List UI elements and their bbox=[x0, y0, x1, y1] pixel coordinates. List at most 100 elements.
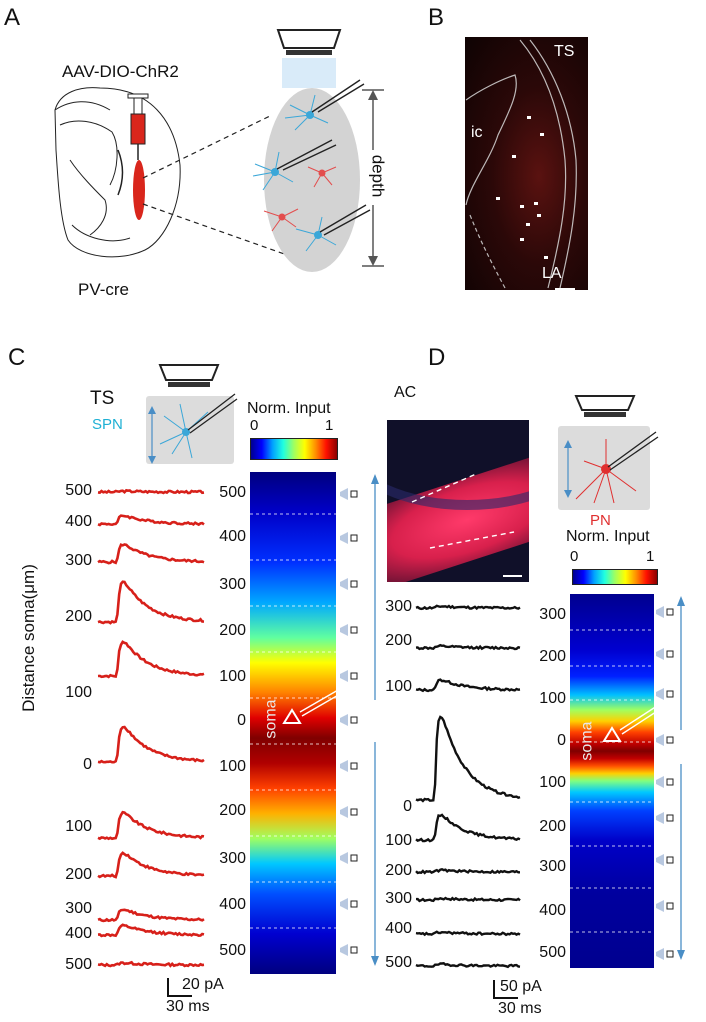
stim-marker-d bbox=[656, 734, 674, 746]
panel-b-overlay bbox=[465, 39, 577, 290]
stim-marker-d bbox=[656, 648, 674, 660]
stim-marker-c bbox=[340, 898, 358, 910]
scale-y-d: 50 pA bbox=[500, 978, 542, 995]
trace-label-c: 200 bbox=[65, 866, 92, 883]
trace-d-5 bbox=[415, 868, 520, 875]
cbar-max-d: 1 bbox=[646, 548, 655, 565]
map-tick-c: 500 bbox=[219, 942, 246, 959]
map-tick-c: 200 bbox=[219, 622, 246, 639]
trace-label-c: 200 bbox=[65, 608, 92, 625]
trace-d-3 bbox=[415, 715, 521, 803]
stim-marker-d bbox=[656, 776, 674, 788]
trace-c-9 bbox=[97, 923, 205, 938]
stim-marker-c bbox=[340, 714, 358, 726]
scan-arrow-d bbox=[677, 596, 685, 960]
trace-label-d: 200 bbox=[385, 862, 412, 879]
trace-label-d: 500 bbox=[385, 954, 412, 971]
scale-x-d: 30 ms bbox=[498, 1000, 542, 1017]
trace-d-4 bbox=[415, 813, 521, 843]
colorbar-c bbox=[250, 438, 338, 460]
trace-d-7 bbox=[415, 930, 521, 937]
cbar-max-c: 1 bbox=[325, 417, 334, 434]
cbar-min-d: 0 bbox=[570, 548, 579, 565]
trace-label-c: 100 bbox=[65, 684, 92, 701]
trace-label-d: 300 bbox=[385, 598, 412, 615]
map-tick-c: 0 bbox=[237, 712, 246, 729]
stim-marker-c bbox=[340, 806, 358, 818]
cbar-title-c: Norm. Input bbox=[247, 400, 331, 417]
ic-label: ic bbox=[471, 124, 483, 141]
trace-label-c: 500 bbox=[65, 956, 92, 973]
stim-marker-c bbox=[340, 670, 358, 682]
scalebar-c bbox=[167, 978, 192, 997]
map-tick-d: 500 bbox=[539, 944, 566, 961]
trace-label-d: 0 bbox=[403, 798, 412, 815]
trace-d-1 bbox=[415, 643, 521, 651]
stim-marker-c bbox=[340, 488, 358, 500]
trace-d-6 bbox=[416, 896, 521, 903]
histology-image-d bbox=[387, 420, 529, 582]
trace-label-c: 300 bbox=[65, 552, 92, 569]
stim-marker-d bbox=[656, 606, 674, 618]
soma-pipette-d bbox=[602, 703, 663, 742]
ts-label: TS bbox=[554, 43, 575, 60]
map-tick-d: 200 bbox=[539, 818, 566, 835]
region-ts-label: TS bbox=[90, 388, 115, 409]
trace-label-d: 100 bbox=[385, 832, 412, 849]
trace-d-8 bbox=[415, 962, 521, 969]
trace-c-8 bbox=[97, 908, 205, 923]
map-tick-d: 300 bbox=[539, 606, 566, 623]
colorbar-d bbox=[572, 569, 658, 585]
trace-label-d: 300 bbox=[385, 890, 412, 907]
map-tick-d: 200 bbox=[539, 648, 566, 665]
trace-c-0 bbox=[97, 488, 205, 495]
cbar-title-d: Norm. Input bbox=[566, 528, 650, 545]
soma-pipette-c bbox=[282, 685, 348, 724]
stim-marker-d bbox=[656, 854, 674, 866]
trace-label-d: 200 bbox=[385, 632, 412, 649]
map-tick-c: 300 bbox=[219, 850, 246, 867]
stim-marker-c bbox=[340, 852, 358, 864]
cbar-min-c: 0 bbox=[250, 417, 259, 434]
panel-letter-b: B bbox=[428, 4, 445, 31]
map-tick-c: 200 bbox=[219, 802, 246, 819]
stim-marker-d bbox=[656, 948, 674, 960]
map-tick-c: 400 bbox=[219, 896, 246, 913]
scan-arrow-c bbox=[371, 474, 379, 966]
panel-letter-d: D bbox=[428, 344, 446, 371]
mouse-line-label: PV-cre bbox=[78, 280, 130, 299]
trace-label-d: 400 bbox=[385, 920, 412, 937]
trace-c-10 bbox=[97, 960, 205, 968]
stim-marker-c bbox=[340, 578, 358, 590]
scalebar-d bbox=[493, 980, 518, 999]
scale-y-c: 20 pA bbox=[182, 976, 224, 993]
trace-c-1 bbox=[97, 514, 205, 527]
stim-marker-c bbox=[340, 532, 358, 544]
map-tick-c: 100 bbox=[219, 668, 246, 685]
trace-label-c: 400 bbox=[65, 513, 92, 530]
stim-marker-c bbox=[340, 624, 358, 636]
region-ac-label: AC bbox=[394, 384, 417, 401]
trace-c-4 bbox=[97, 640, 205, 679]
spn-schematic bbox=[146, 364, 238, 464]
pn-schematic bbox=[558, 395, 659, 510]
map-tick-c: 400 bbox=[219, 528, 246, 545]
cell-spn-label: SPN bbox=[92, 416, 123, 433]
la-label: LA bbox=[542, 265, 562, 282]
trace-d-0 bbox=[415, 604, 521, 611]
trace-c-6 bbox=[97, 810, 205, 841]
map-tick-c: 100 bbox=[219, 758, 246, 775]
map-tick-d: 400 bbox=[539, 902, 566, 919]
trace-label-c: 500 bbox=[65, 482, 92, 499]
heatmap-d bbox=[570, 594, 654, 968]
soma-label-d: soma bbox=[578, 721, 596, 761]
trace-c-7 bbox=[97, 851, 205, 879]
panel-a-schematic bbox=[54, 29, 384, 272]
trace-label-c: 400 bbox=[65, 925, 92, 942]
virus-label: AAV-DIO-ChR2 bbox=[62, 62, 179, 81]
